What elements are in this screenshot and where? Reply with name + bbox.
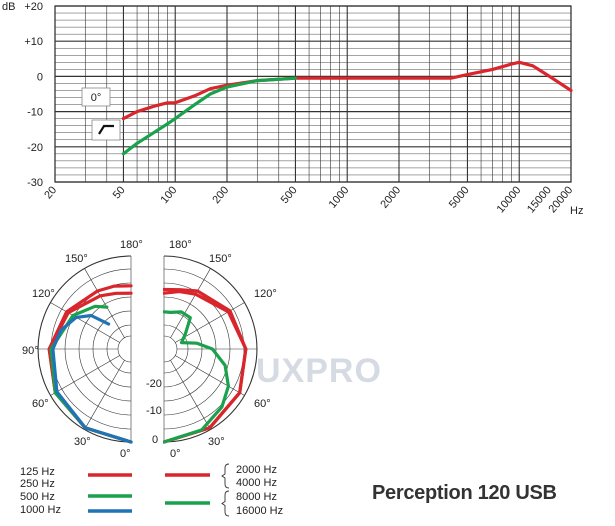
- legend-brace: [221, 463, 230, 489]
- product-title: Perception 120 USB: [372, 482, 557, 504]
- legend-label: 250 Hz: [20, 478, 55, 490]
- polar-angle-label: 150°: [209, 253, 232, 265]
- y-tick-label: -20: [27, 142, 43, 154]
- legend-label: 1000 Hz: [20, 504, 61, 516]
- x-tick-label: 5000: [447, 184, 472, 210]
- legend-label: 8000 Hz: [236, 491, 277, 503]
- polar-angle-label: 30°: [208, 436, 225, 448]
- polar-angle-label: 0°: [120, 448, 131, 460]
- highpass-icon: [98, 124, 114, 135]
- y-tick-label: +20: [24, 1, 43, 13]
- legend-label: 16000 Hz: [236, 505, 283, 517]
- polar-angle-label: 180°: [120, 239, 143, 251]
- polar-angle-label: 60°: [254, 398, 271, 410]
- plot-frame: [54, 5, 572, 183]
- polar-angle-label: 60°: [32, 398, 49, 410]
- polar-spoke: [170, 268, 211, 338]
- x-tick-label: 500: [279, 184, 300, 206]
- polar-spoke: [84, 268, 125, 338]
- polar-angle-label: 150°: [65, 253, 88, 265]
- y-tick-label: -10: [27, 107, 43, 119]
- polar-angle-label: 0°: [170, 448, 181, 460]
- polar-series-red: [162, 287, 248, 444]
- response-series-green: [121, 76, 297, 156]
- x-tick-label: 50: [111, 184, 128, 201]
- y-axis-label: dB: [2, 1, 15, 13]
- polar-spoke: [175, 302, 245, 343]
- y-tick-label: -30: [27, 177, 43, 189]
- polar-radius-label: -10: [146, 405, 162, 417]
- polar-ring: [163, 335, 178, 363]
- polar-plot-left: [37, 255, 133, 444]
- polar-series-blue: [51, 313, 133, 444]
- polar-spoke: [50, 302, 120, 343]
- angle-box: [81, 87, 111, 107]
- polar-spoke: [175, 355, 245, 396]
- x-tick-label: 20: [42, 184, 59, 201]
- polar-angle-label: 90°: [22, 345, 39, 357]
- x-tick-label: 1000: [327, 184, 352, 210]
- polar-gap: [138, 240, 163, 460]
- frequency-response-curves: [121, 60, 573, 156]
- y-tick-label: +10: [24, 36, 43, 48]
- x-tick-label: 2000: [378, 184, 403, 210]
- watermark: UXPRO: [256, 352, 382, 390]
- polar-angle-label: 120°: [254, 288, 277, 300]
- polar-series-green: [162, 310, 230, 444]
- frequency-response-grid: [54, 5, 572, 183]
- response-series-red: [121, 60, 573, 121]
- polar-ring: [117, 335, 132, 363]
- polar-spoke: [84, 360, 125, 430]
- legend-brace: [221, 490, 230, 517]
- polar-spoke: [170, 360, 211, 430]
- polar-spoke: [50, 355, 120, 396]
- x-tick-label: 10000: [495, 184, 524, 215]
- x-tick-label: 200: [210, 184, 231, 206]
- legend-label: 500 Hz: [20, 491, 55, 503]
- legend-label: 4000 Hz: [236, 477, 277, 489]
- x-axis-unit: Hz: [570, 205, 583, 217]
- y-tick-label: 0: [37, 71, 43, 83]
- frequency-response-labels: +20 +10 0 -10 -20 -30 dB 20 50 100 200 500 1000 2000 5…: [2, 1, 583, 217]
- legend-label: 2000 Hz: [236, 464, 277, 476]
- angle-annotation: 0°: [91, 92, 102, 104]
- x-tick-label: 100: [159, 184, 180, 206]
- polar-radius-label: -20: [146, 378, 162, 390]
- highpass-icon-box: [91, 119, 121, 141]
- polar-plot-right: [162, 255, 258, 444]
- legend-label: 125 Hz: [20, 466, 55, 478]
- polar-radius-label: 0: [152, 434, 158, 446]
- polar-angle-label: 30°: [74, 436, 91, 448]
- polar-angle-label: 120°: [32, 288, 55, 300]
- polar-angle-label: 180°: [169, 239, 192, 251]
